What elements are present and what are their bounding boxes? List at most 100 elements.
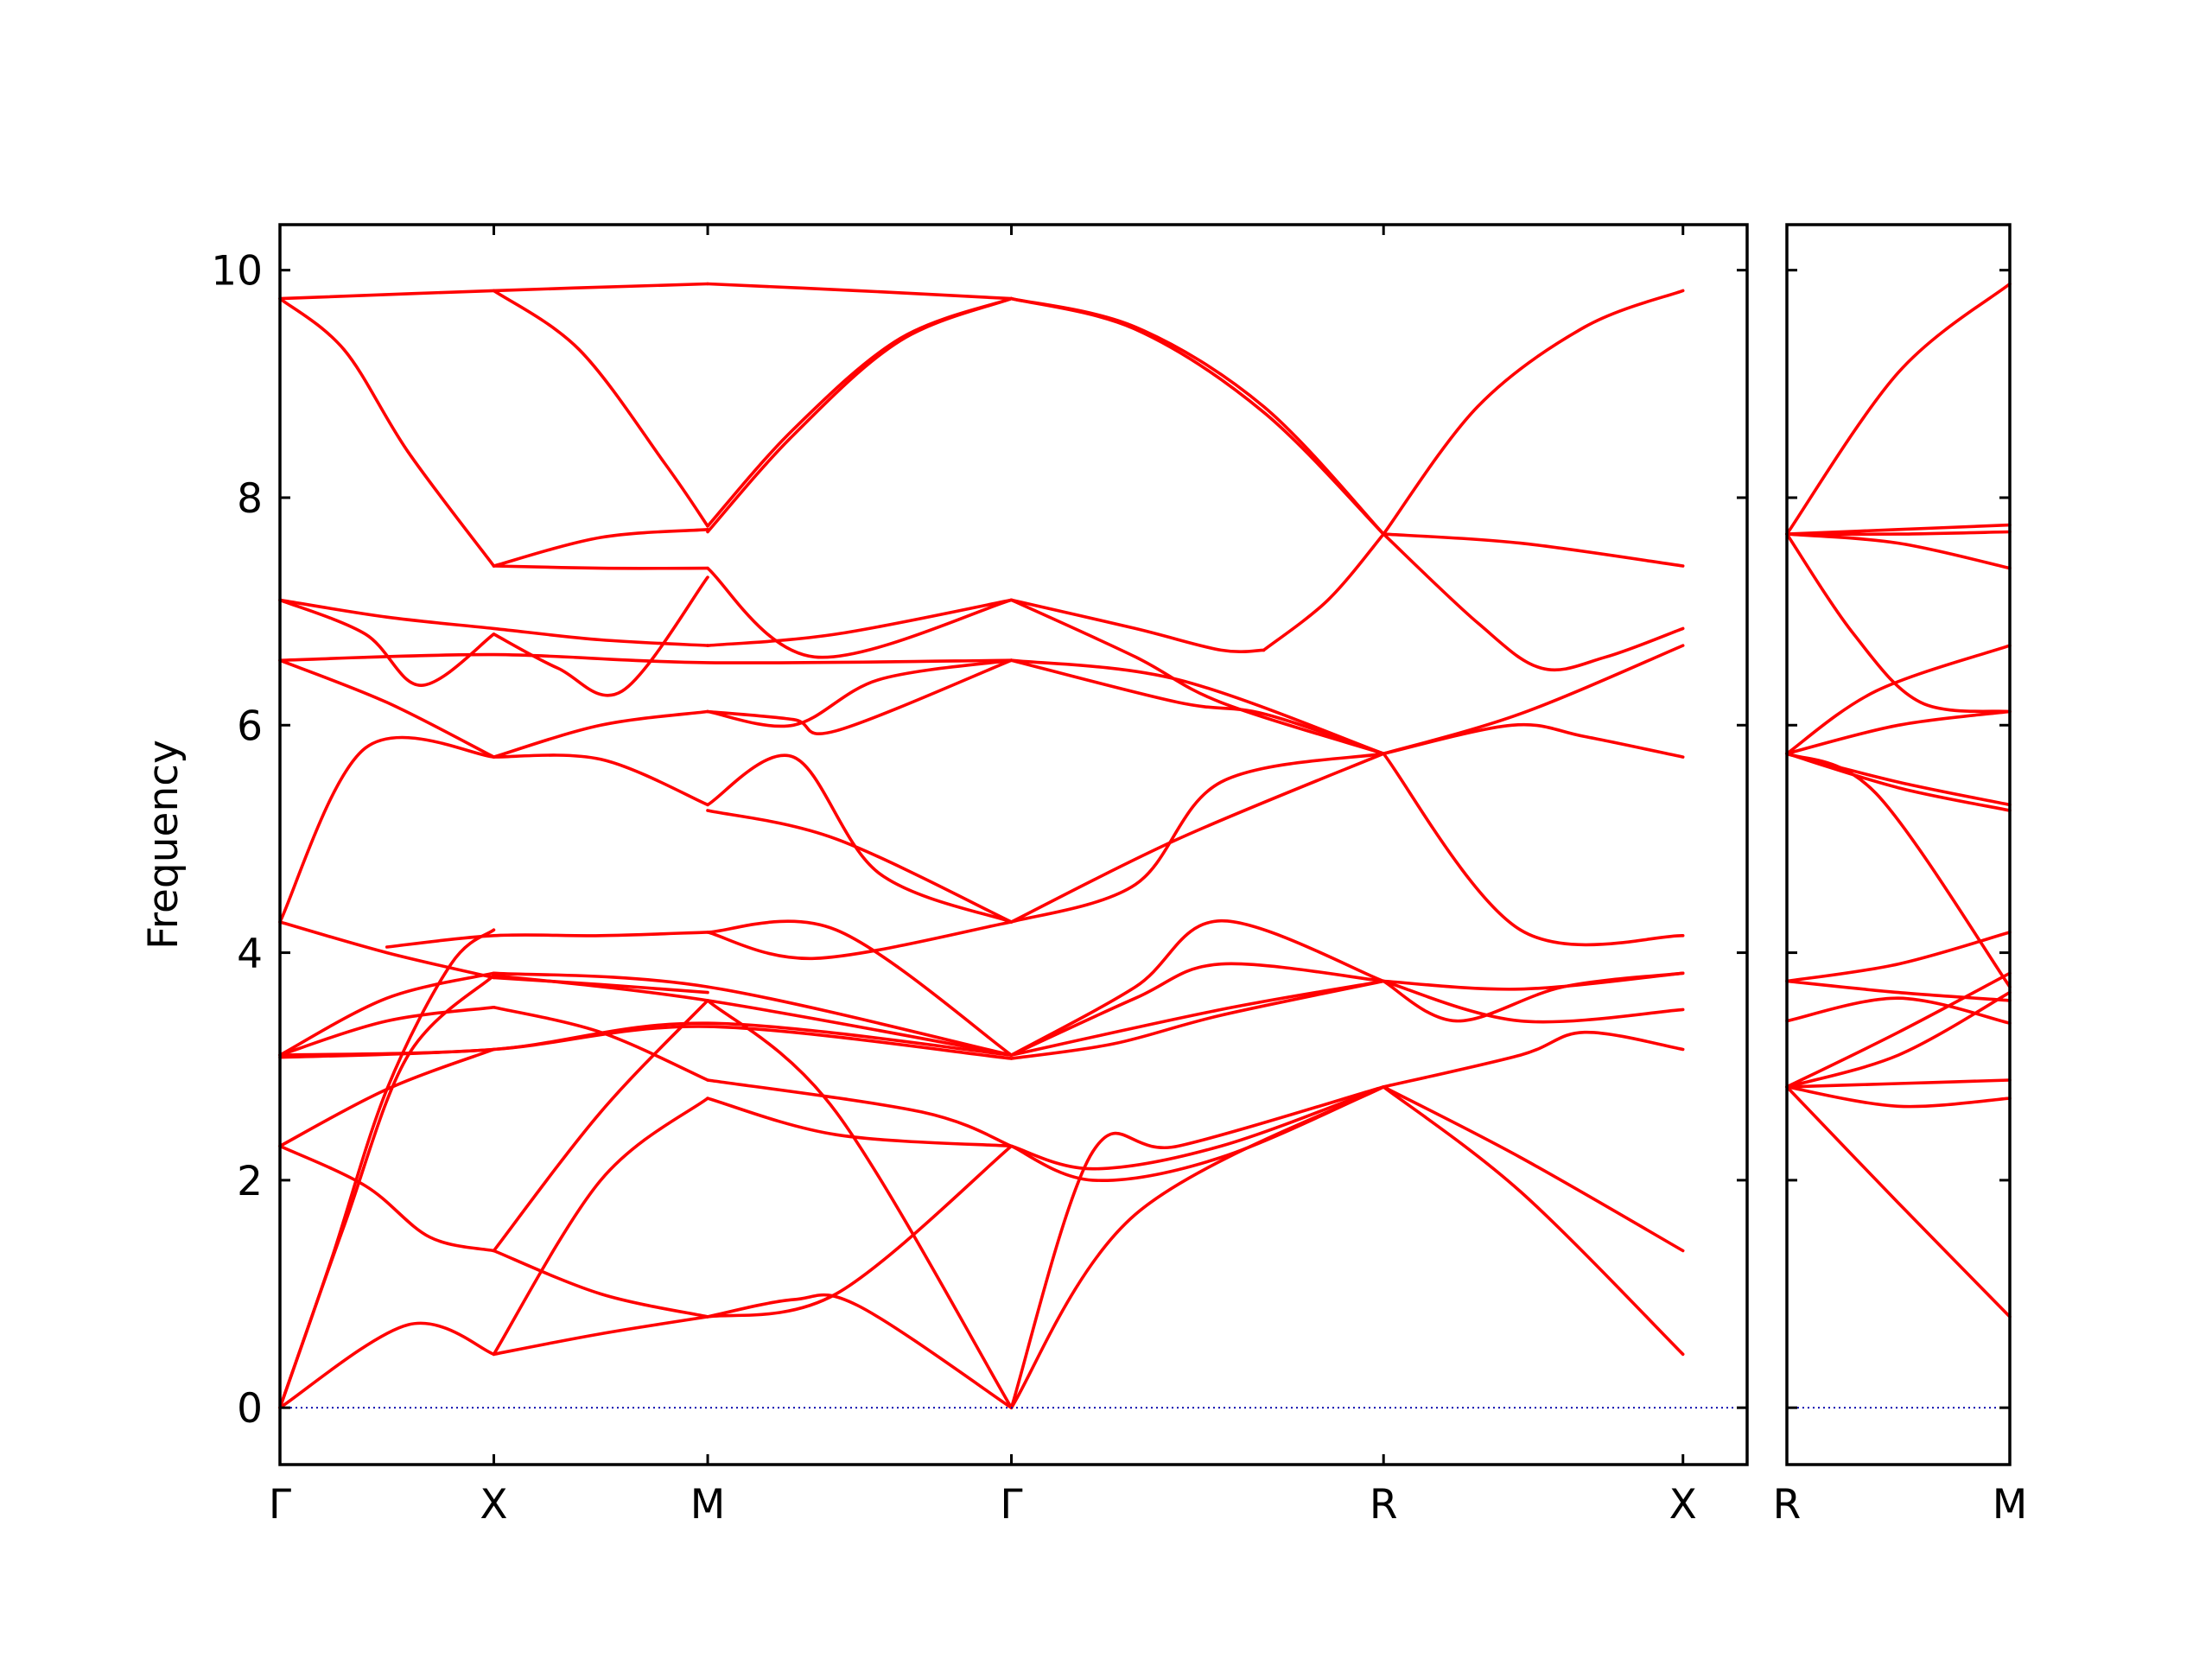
main-band-11 [492,528,709,568]
main-band-6 [1009,296,1385,536]
ytick-label-0: 0 [237,1385,263,1433]
main-band-56 [1382,1030,1685,1089]
main-band-25 [706,658,1014,736]
main-band-12 [492,564,709,570]
right-band-10 [1785,931,2012,983]
main-band-14 [278,598,496,687]
main-band-47 [492,971,1014,1057]
main-band-24 [706,658,1014,728]
main-band-20 [1009,598,1385,755]
panel-main: Γ X M Γ R X 0 2 4 6 8 10 [211,223,1749,1529]
main-frame [278,223,1749,1466]
right-ticks [1785,225,2012,1465]
ytick-label-4: 8 [237,475,263,523]
main-band-8 [1382,289,1685,536]
main-band-34 [1009,752,1385,924]
main-band-3 [492,289,709,528]
main-band-10 [1382,532,1685,672]
main-band-72 [1009,1085,1385,1409]
main-band-17 [706,566,1014,659]
main-band-62 [492,999,709,1253]
main-band-30 [278,735,496,924]
main-band-9 [1382,532,1685,568]
right-band-12 [1785,996,2012,1025]
main-band-70 [706,999,1014,1409]
ytick-label-1: 2 [237,1158,263,1205]
right-band-14 [1785,990,2012,1089]
main-band-39 [385,931,709,949]
main-band-35 [1009,752,1385,924]
main-band-13 [278,598,709,647]
right-band-16 [1785,1085,2012,1109]
main-band-23 [492,709,709,759]
main-band-1 [706,282,1014,301]
main-band-57 [1382,979,1685,1024]
main-band-42 [1009,918,1385,1057]
right-frame [1785,223,2012,1466]
main-band-68 [706,1144,1014,1319]
right-band-4 [1785,532,2012,714]
main-xtick-label-0: Γ [269,1481,291,1529]
main-band-76 [1382,1085,1685,1357]
main-xtick-label-1: X [480,1481,507,1529]
main-band-51 [278,1021,1014,1057]
right-band-11 [1785,979,2012,1002]
right-band-9 [1785,752,2012,988]
main-band-55 [1009,979,1385,1060]
main-band-66 [492,1315,709,1357]
main-band-18 [1009,598,1266,654]
right-band-17 [1785,1085,2012,1319]
main-band-15 [492,575,709,697]
right-band-15 [1785,1078,2012,1089]
main-band-19 [1262,532,1385,652]
main-band-16 [706,598,1014,647]
main-band-5 [706,296,1014,534]
main-band-54 [706,1078,1014,1148]
main-band-65 [492,1096,709,1357]
main-band-46 [278,971,496,1057]
right-band-13 [1785,971,2012,1089]
right-band-8 [1785,752,2012,812]
main-band-73 [1009,1085,1385,1171]
y-tick-labels: 0 2 4 6 8 10 [211,248,263,1433]
main-xtick-label-2: M [690,1481,726,1529]
main-band-29 [1382,722,1685,759]
main-band-27 [1009,658,1385,755]
main-xtick-label-4: R [1370,1481,1398,1529]
main-ticks [278,225,1747,1465]
main-band-22 [278,658,496,759]
right-band-5 [1785,644,2012,755]
main-band-63 [492,1249,709,1319]
main-xtick-label-3: Γ [1000,1481,1022,1529]
main-band-36 [1382,752,1685,947]
main-band-74 [1009,1085,1385,1182]
main-band-53 [492,1006,709,1082]
main-band-52 [278,1006,496,1057]
main-band-32 [706,753,1014,924]
ytick-label-3: 6 [237,702,263,750]
main-band-61 [278,1047,496,1148]
main-band-21 [278,652,1014,664]
main-bands [278,282,1685,1409]
main-band-45 [1382,971,1685,991]
main-band-43 [1009,962,1385,1057]
main-band-67 [706,1293,1014,1409]
main-band-48 [492,974,1014,1057]
main-band-75 [1382,1085,1685,1253]
main-band-31 [492,753,709,807]
main-band-7 [1009,296,1385,536]
ytick-label-2: 4 [237,931,263,978]
main-band-2 [278,296,496,568]
right-xtick-label-0: R [1773,1481,1802,1529]
main-band-33 [706,809,1014,924]
main-band-40 [706,919,1014,1057]
main-band-69 [706,1096,1014,1148]
right-band-3 [1785,532,2012,570]
right-band-6 [1785,709,2012,755]
main-band-60 [278,1144,496,1253]
main-band-71 [1009,1085,1385,1409]
